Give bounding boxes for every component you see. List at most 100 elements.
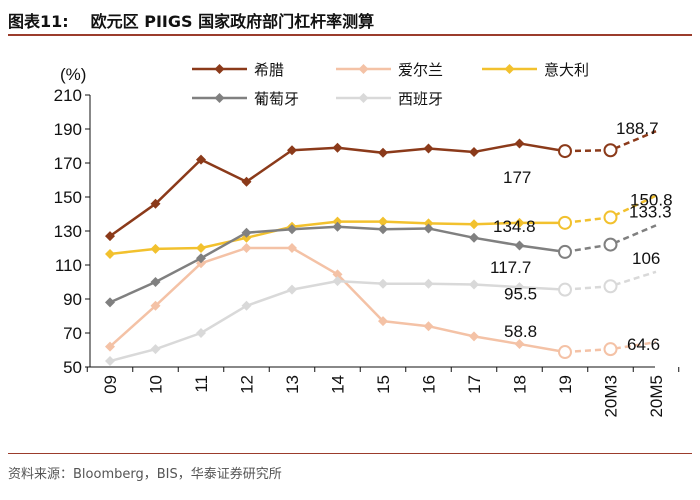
figure-title: 图表11: 欧元区 PIIGS 国家政府部门杠杆率测算 [8,8,374,32]
data-point [378,224,388,235]
data-point [423,223,434,234]
legend-swatch-marker [214,64,225,74]
x-tick-label: 19 [556,375,575,394]
data-point [378,147,388,158]
data-point [196,154,206,165]
y-tick-label: 210 [54,86,82,105]
x-tick-label: 15 [374,375,393,394]
data-label: 95.5 [504,285,537,304]
data-point [150,243,161,254]
x-tick-label: 20M5 [647,375,666,418]
data-point [603,279,618,294]
data-point [558,345,572,360]
data-point [514,138,525,149]
data-point [196,253,206,264]
y-tick-label: 170 [54,154,82,173]
data-point [105,297,115,308]
data-point [105,248,115,259]
data-point [423,218,434,229]
data-point [332,221,343,232]
data-point [105,341,115,352]
data-point [332,276,343,287]
data-point [558,144,572,159]
data-point [241,243,252,253]
y-tick-label: 190 [54,120,82,139]
data-point [287,224,297,235]
legend-label: 爱尔兰 [398,61,443,79]
data-point [558,244,572,259]
x-tick-label: 17 [465,375,484,394]
data-point [332,216,343,227]
x-tick-label: 10 [147,375,166,394]
data-point [196,243,206,253]
footer-divider [8,453,692,454]
data-point [196,328,206,338]
legend-swatch-marker [214,93,225,103]
data-point [514,339,525,350]
x-tick-label: 11 [192,375,211,393]
series-markers [105,138,618,367]
data-point [603,237,618,252]
x-tick-label: 14 [329,375,348,394]
y-axis-unit: (%) [60,65,86,84]
data-label: 133.3 [629,202,672,221]
x-tick-label: 12 [238,375,257,394]
data-point [105,231,115,242]
data-point [514,217,525,228]
data-point [241,176,252,187]
data-point [514,282,525,293]
y-tick-label: 130 [54,222,82,241]
data-label: 177 [503,168,531,187]
data-label: 58.8 [504,322,537,341]
series-lines [109,130,657,363]
data-point [603,143,618,158]
data-point [558,215,572,230]
data-label: 134.8 [493,217,536,236]
data-point [558,282,572,297]
data-labels: 177 188.7 134.8 150.8 117.7 133.3 95.5 106 58.8 6… [490,119,673,354]
data-point [241,300,252,311]
data-point [332,269,343,280]
data-label: 117.7 [490,258,531,277]
data-point [423,278,434,289]
y-tick-label: 70 [63,324,82,343]
data-label: 188.7 [616,119,659,138]
data-point [423,321,434,332]
data-point [469,232,479,243]
legend-label: 希腊 [254,61,284,79]
legend-swatch-marker [504,64,515,74]
data-point [287,145,297,156]
data-point [378,216,388,227]
series-line-projected [564,224,657,254]
data-point [603,210,618,225]
data-point [469,279,479,290]
line-chart: 50 70 90 110 130 150 170 190 210 (%) 09 10 11 12 13 14 1… [54,61,680,418]
x-tick-label: 20M3 [602,375,621,418]
x-tick-label: 16 [420,375,439,394]
data-point [378,316,388,327]
legend-swatch-marker [358,64,369,74]
legend-label: 意大利 [544,61,589,79]
legend-label: 西班牙 [398,90,443,108]
y-tick-label: 50 [63,358,82,377]
data-point [150,277,161,287]
y-tick-label: 150 [54,188,82,207]
data-point [150,300,161,311]
data-point [332,142,343,153]
data-label: 64.6 [627,335,660,354]
data-label: 150.8 [630,191,673,210]
data-point [514,240,525,251]
figure-number: 图表11: [8,12,69,31]
chart-title: 欧元区 PIIGS 国家政府部门杠杆率测算 [90,12,375,31]
data-point [378,278,388,289]
data-point [469,146,479,157]
chart-axes: 50 70 90 110 130 150 170 190 210 (%) 09 10 11 12 13 14 1… [54,65,680,418]
data-point [423,143,434,154]
data-point [241,227,252,238]
data-point [287,243,297,253]
y-tick-label: 90 [63,290,82,309]
x-tick-label: 09 [101,375,120,394]
data-point [469,331,479,342]
x-tick-label: 13 [283,375,302,394]
